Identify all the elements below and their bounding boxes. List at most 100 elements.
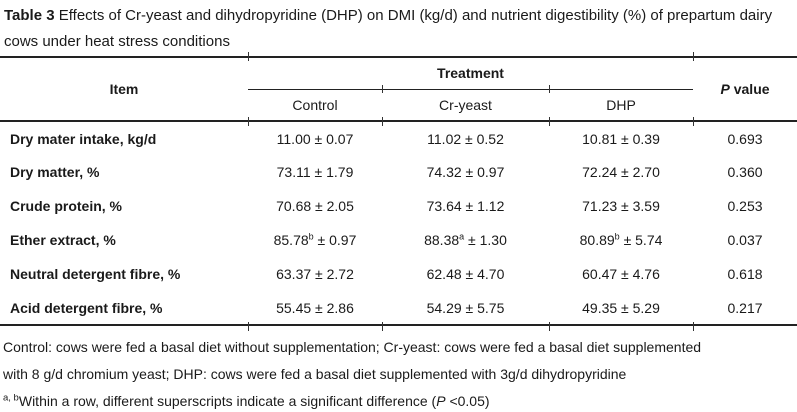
table-body: Dry mater intake, kg/d 11.00 ± 0.07 11.0… <box>0 121 797 325</box>
value-mean: 54.29 <box>426 299 462 316</box>
column-tick <box>549 322 550 331</box>
value-mean: 71.23 <box>582 198 618 214</box>
cell-control: 63.37 ± 2.72 <box>248 257 382 291</box>
cell-pvalue: 0.618 <box>727 266 763 282</box>
value-sem: ± 0.97 <box>461 164 505 180</box>
row-label: Acid detergent fibre, % <box>10 299 163 316</box>
table-caption-number: Table 3 <box>4 7 55 24</box>
column-tick <box>693 117 694 126</box>
cell-cr-yeast: 88.38a ± 1.30 <box>382 223 549 257</box>
header-row-treatments: Control Cr-yeast DHP <box>0 89 797 121</box>
table-caption-text: Effects of Cr-yeast and dihydropyridine … <box>4 7 773 50</box>
value-mean: 70.68 <box>276 198 312 214</box>
column-tick <box>382 85 383 93</box>
column-header-item: Item <box>109 81 139 97</box>
value-mean: 11.02 <box>427 130 462 147</box>
value-sem: ± 2.72 <box>311 266 354 282</box>
cell-dhp: 60.47 ± 4.76 <box>549 257 693 291</box>
column-header-control: Control <box>292 96 338 113</box>
row-label: Dry matter, % <box>10 164 100 180</box>
table-footnotes: Control: cows were fed a basal diet with… <box>3 334 795 412</box>
row-label: Dry mater intake, kg/d <box>10 130 157 147</box>
column-tick <box>248 52 249 61</box>
cell-cr-yeast: 73.64 ± 1.12 <box>382 189 549 223</box>
cell-control: 70.68 ± 2.05 <box>248 189 382 223</box>
row-label: Crude protein, % <box>10 198 123 214</box>
footnote-line-1: Control: cows were fed a basal diet with… <box>3 339 702 355</box>
footnote-text-end: <0.05) <box>445 393 490 409</box>
value-mean: 60.47 <box>582 266 618 282</box>
value-mean: 85.78 <box>273 232 309 248</box>
table-header: Item Treatment P value Control Cr-yeast … <box>0 57 797 121</box>
footnote-line-3: a, bWithin a row, different superscripts… <box>3 388 795 412</box>
value-sem: ± 4.70 <box>461 266 505 282</box>
value-sem: ± 0.97 <box>313 232 357 248</box>
pvalue-p-italic: P <box>720 81 730 97</box>
row-label: Ether extract, % <box>10 232 116 248</box>
value-sem: ± 2.86 <box>311 299 354 316</box>
table-row: Dry matter, % 73.11 ± 1.79 74.32 ± 0.97 … <box>0 155 797 189</box>
value-mean: 10.81 <box>582 130 618 147</box>
value-mean: 74.32 <box>426 164 462 180</box>
value-superscript: b <box>308 231 314 242</box>
column-tick <box>549 85 550 93</box>
column-header-cr-yeast: Cr-yeast <box>439 96 492 113</box>
cell-pvalue: 0.693 <box>727 130 763 147</box>
table-row: Dry mater intake, kg/d 11.00 ± 0.07 11.0… <box>0 121 797 155</box>
value-superscript: b <box>614 231 620 242</box>
footnote-line-2: with 8 g/d chromium yeast; DHP: cows wer… <box>3 366 627 382</box>
value-superscript: a <box>459 231 465 242</box>
cell-control: 73.11 ± 1.79 <box>248 155 382 189</box>
cell-pvalue: 0.217 <box>727 299 763 316</box>
value-sem: ± 0.07 <box>310 130 354 147</box>
value-mean: 72.24 <box>582 164 618 180</box>
value-mean: 80.89 <box>579 232 615 248</box>
footnote-superscript: a, b <box>3 392 19 404</box>
table-caption: Table 3 Effects of Cr-yeast and dihydrop… <box>4 3 795 55</box>
column-tick <box>693 322 694 331</box>
value-sem: ± 2.70 <box>617 164 660 180</box>
column-tick <box>549 117 550 126</box>
cell-cr-yeast: 62.48 ± 4.70 <box>382 257 549 291</box>
results-table: Item Treatment P value Control Cr-yeast … <box>0 56 797 326</box>
value-mean: 88.38 <box>424 232 460 248</box>
column-header-treatment: Treatment <box>248 57 694 90</box>
value-mean: 73.11 <box>276 164 311 180</box>
column-tick <box>382 322 383 331</box>
value-sem: ± 1.79 <box>310 164 354 180</box>
value-sem: ± 2.05 <box>311 198 354 214</box>
column-header-pvalue: P value <box>693 57 797 121</box>
value-mean: 49.35 <box>582 299 618 316</box>
value-sem: ± 5.29 <box>617 299 660 316</box>
table-row: Neutral detergent fibre, % 63.37 ± 2.72 … <box>0 257 797 291</box>
value-sem: ± 5.75 <box>461 299 505 316</box>
column-tick <box>248 322 249 331</box>
cell-pvalue: 0.360 <box>727 164 763 180</box>
cell-cr-yeast: 74.32 ± 0.97 <box>382 155 549 189</box>
column-tick <box>382 117 383 126</box>
column-tick <box>693 52 694 61</box>
footnote-text: Within a row, different superscripts ind… <box>18 393 437 409</box>
value-mean: 55.45 <box>276 299 312 316</box>
value-mean: 62.48 <box>426 266 462 282</box>
column-tick <box>248 117 249 126</box>
cell-control: 11.00 ± 0.07 <box>248 121 382 155</box>
value-sem: ± 1.30 <box>464 232 507 248</box>
cell-cr-yeast: 54.29 ± 5.75 <box>382 291 549 325</box>
value-sem: ± 5.74 <box>619 232 663 248</box>
cell-pvalue: 0.253 <box>727 198 763 214</box>
value-sem: ± 0.39 <box>617 130 660 147</box>
cell-control: 55.45 ± 2.86 <box>248 291 382 325</box>
cell-control: 85.78b ± 0.97 <box>248 223 382 257</box>
value-mean: 11.00 <box>276 130 311 147</box>
cell-dhp: 10.81 ± 0.39 <box>549 121 693 155</box>
cell-pvalue: 0.037 <box>727 232 763 248</box>
table-row: Ether extract, % 85.78b ± 0.97 88.38a ± … <box>0 223 797 257</box>
value-sem: ± 1.12 <box>461 198 505 214</box>
footnote-p-italic: P <box>436 393 446 409</box>
value-sem: ± 0.52 <box>461 130 504 147</box>
header-row-groups: Item Treatment P value <box>0 57 797 97</box>
value-sem: ± 3.59 <box>617 198 660 214</box>
pvalue-rest: value <box>729 81 770 97</box>
